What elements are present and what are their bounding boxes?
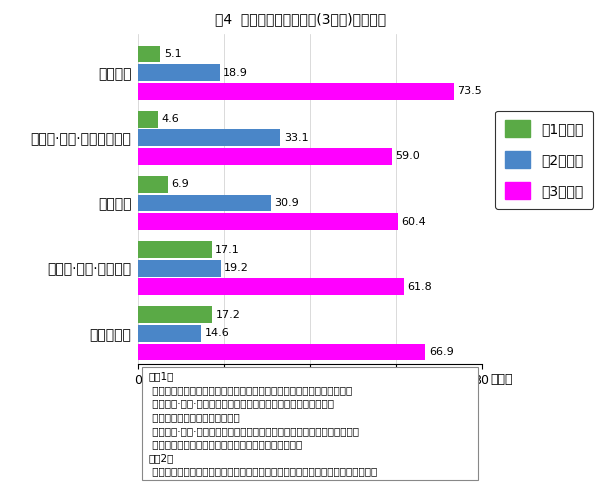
Text: 17.2: 17.2 [216,310,241,320]
Bar [138,260,221,277]
Text: 4.6: 4.6 [161,114,179,124]
Text: （注1）
 【松山圏域】：松山市、伊予市、東温市、久万高原町、松前町、砥部町
 【新居浜·西条·四国中央圏域】：新居浜市、西条市、四国中央市
 【今治圏域】：今: （注1） 【松山圏域】：松山市、伊予市、東温市、久万高原町、松前町、砥部町 【新… [149,371,377,476]
Bar [138,325,201,342]
Bar [138,111,158,128]
Text: 61.8: 61.8 [407,282,432,292]
Bar [138,241,212,258]
Text: 60.4: 60.4 [401,217,426,226]
Bar [138,130,281,146]
Text: 17.1: 17.1 [216,244,240,255]
Bar [138,306,213,323]
Legend: 第1次産業, 第2次産業, 第3次産業: 第1次産業, 第2次産業, 第3次産業 [495,111,594,208]
Bar [138,46,160,62]
Text: 18.9: 18.9 [223,68,248,77]
Text: 66.9: 66.9 [429,347,453,357]
Text: 14.6: 14.6 [205,328,229,338]
Text: 59.0: 59.0 [395,151,420,161]
Bar [138,343,426,360]
Bar [138,83,454,100]
Text: 30.9: 30.9 [275,198,299,208]
Text: 19.2: 19.2 [224,263,249,273]
Bar [138,176,168,193]
Bar [138,194,271,211]
Text: 73.5: 73.5 [457,86,482,96]
Text: 6.9: 6.9 [172,179,189,189]
Bar [138,64,220,81]
Text: 33.1: 33.1 [284,133,308,143]
Text: 図4  県内経済圏別、産業(3部門)別構成比: 図4 県内経済圏別、産業(3部門)別構成比 [216,12,386,26]
Text: 5.1: 5.1 [164,49,181,59]
Text: （％）: （％） [490,373,513,386]
Bar [138,213,397,230]
Bar [138,148,391,165]
Bar [138,278,403,295]
